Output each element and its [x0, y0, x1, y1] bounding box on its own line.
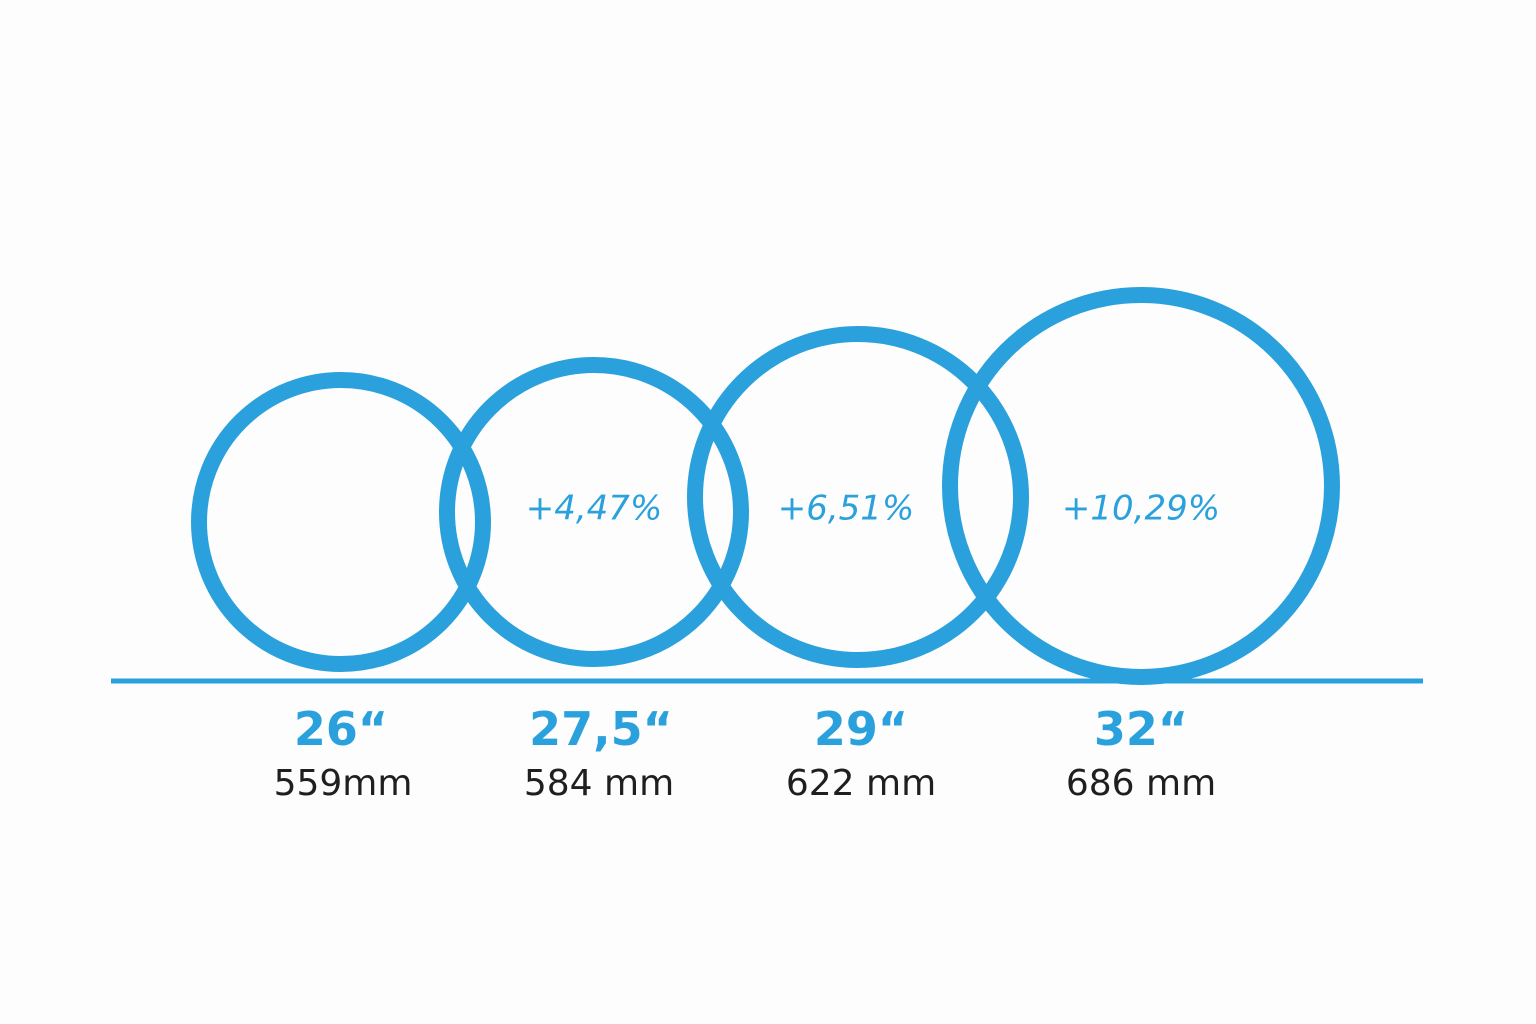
- wheel-32-ring: [942, 287, 1340, 685]
- wheel-29-size-label: 29“: [814, 702, 908, 756]
- wheel-27-5-size-label: 27,5“: [529, 702, 673, 756]
- wheel-29-diameter-label: 622 mm: [786, 763, 936, 804]
- wheel-26-size-label: 26“: [294, 702, 388, 756]
- wheel-27-5-increase-label: +4,47%: [526, 489, 663, 529]
- wheel-32-increase-label: +10,29%: [1062, 489, 1220, 529]
- wheel-26-diameter-label: 559mm: [274, 763, 413, 804]
- wheel-32-size-label: 32“: [1094, 702, 1188, 756]
- wheel-27-5-diameter-label: 584 mm: [524, 763, 674, 804]
- wheel-29-ring: [687, 326, 1029, 668]
- wheel-29-increase-label: +6,51%: [778, 489, 915, 529]
- wheel-27-5-ring: [439, 357, 749, 667]
- wheel-26-ring: [191, 372, 491, 672]
- wheel-32-diameter-label: 686 mm: [1066, 763, 1216, 804]
